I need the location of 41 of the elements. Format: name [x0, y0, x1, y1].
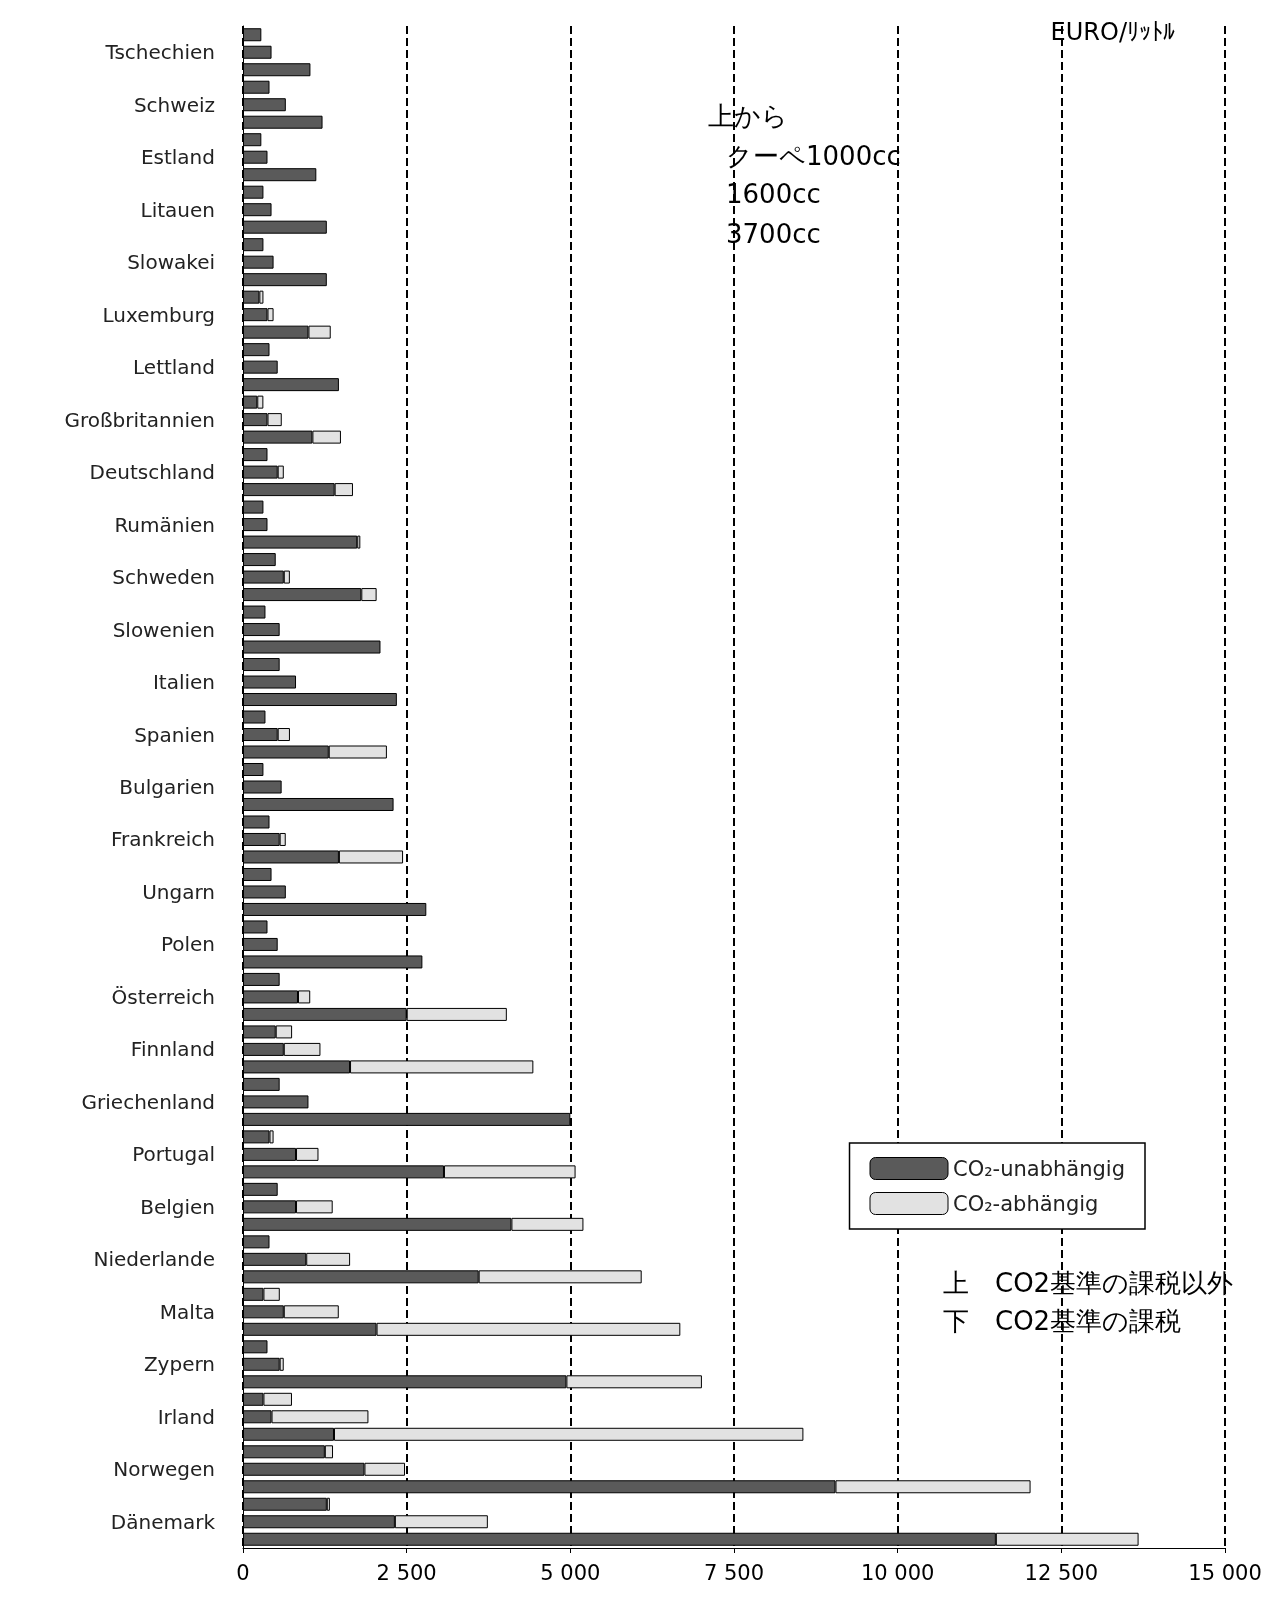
y-tick-label: Norwegen [113, 1457, 215, 1482]
x-tick-label: 5 000 [540, 1560, 601, 1585]
y-tick-label: Tschechien [104, 40, 215, 65]
annotation: 3700cc [726, 219, 821, 249]
y-tick-label: Litauen [140, 197, 215, 222]
y-tick-label: Großbritannien [64, 407, 215, 432]
y-tick-label: Österreich [111, 984, 215, 1009]
y-tick-label: Finnland [130, 1037, 215, 1062]
y-tick-label: Malta [159, 1299, 215, 1324]
y-tick-label: Luxemburg [102, 302, 215, 327]
y-tick-label: Deutschland [89, 460, 215, 485]
x-tick-label: 0 [236, 1560, 250, 1585]
y-tick-label: Estland [140, 145, 215, 170]
y-tick-label: Belgien [140, 1194, 215, 1219]
x-tick-label: 15 000 [1188, 1560, 1262, 1585]
x-tick-label: 7 500 [703, 1560, 765, 1585]
y-tick-label: Ungarn [142, 879, 215, 904]
y-tick-label: Griechenland [81, 1089, 215, 1114]
y-tick-label: Italien [152, 670, 215, 695]
y-tick-label: Rumänien [114, 512, 215, 537]
y-tick-label: Lettland [133, 355, 215, 380]
y-tick-label: Spanien [134, 722, 215, 747]
x-tick-label: 12 500 [1024, 1560, 1099, 1585]
y-tick-label: Bulgarien [119, 775, 215, 799]
y-tick-label: Irland [157, 1404, 215, 1429]
x-tick-label: 2 500 [376, 1560, 437, 1585]
x-tick-label: 10 000 [860, 1560, 935, 1585]
y-tick-label: Dänemark [110, 1509, 216, 1534]
y-tick-label: Schweden [112, 565, 215, 590]
y-tick-label: Frankreich [110, 827, 215, 852]
annotation: 上から [708, 101, 788, 131]
y-tick-label: Slowakei [127, 250, 215, 275]
x-axis-title: EURO/ﾘｯﾄﾙ [1050, 18, 1176, 46]
y-tick-label: Schweiz [133, 92, 215, 117]
legend-label: CO₂-unabhängig [953, 1156, 1126, 1181]
y-tick-label: Polen [160, 932, 215, 957]
y-tick-label: Portugal [132, 1142, 215, 1167]
y-tick-label: Niederlande [93, 1247, 215, 1272]
y-tick-label: Zypern [143, 1352, 215, 1377]
y-tick-label: Slowenien [112, 617, 215, 642]
legend-label: CO₂-abhängig [953, 1191, 1099, 1216]
